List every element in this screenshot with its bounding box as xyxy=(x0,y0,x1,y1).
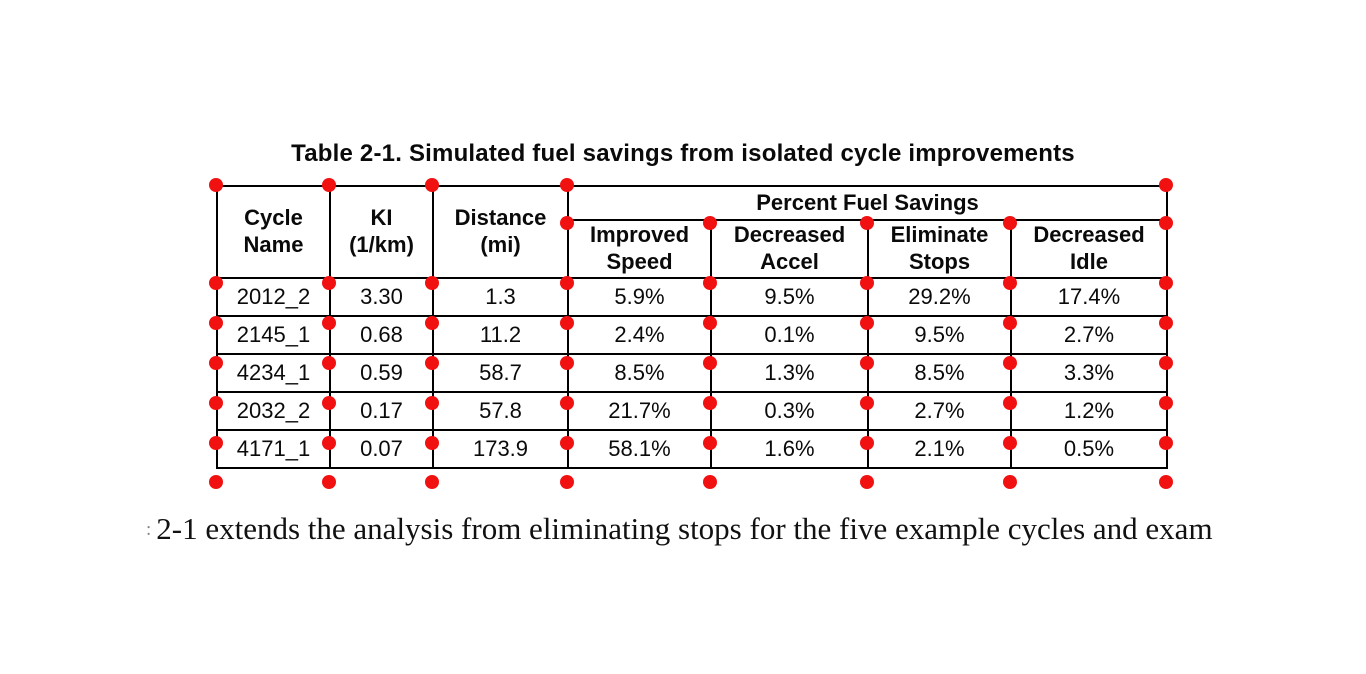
col-header-decreased-idle: Decreased Idle xyxy=(1010,219,1168,279)
cell-improved-speed: 2.4% xyxy=(567,315,712,355)
cell-decreased-idle: 0.5% xyxy=(1010,429,1168,469)
cell-distance: 173.9 xyxy=(432,429,569,469)
cell-cycle-name: 4171_1 xyxy=(216,429,331,469)
table-row: 4234_1 0.59 58.7 8.5% 1.3% 8.5% 3.3% xyxy=(216,353,1168,393)
cell-eliminate-stops: 2.1% xyxy=(867,429,1012,469)
cell-ki: 0.07 xyxy=(329,429,434,469)
cell-cycle-name: 2012_2 xyxy=(216,277,331,317)
cell-eliminate-stops: 8.5% xyxy=(867,353,1012,393)
table-row: 4171_1 0.07 173.9 58.1% 1.6% 2.1% 0.5% xyxy=(216,429,1168,469)
header-row-group: Cycle Name KI (1/km) Distance (mi) Perce… xyxy=(216,185,1168,279)
cell-improved-speed: 58.1% xyxy=(567,429,712,469)
cell-decreased-accel: 0.3% xyxy=(710,391,869,431)
cell-improved-speed: 8.5% xyxy=(567,353,712,393)
cell-decreased-accel: 1.6% xyxy=(710,429,869,469)
cell-eliminate-stops: 9.5% xyxy=(867,315,1012,355)
grid-corner-dot xyxy=(425,475,439,489)
cell-eliminate-stops: 29.2% xyxy=(867,277,1012,317)
col-header-decreased-accel: Decreased Accel xyxy=(710,219,869,279)
cell-distance: 11.2 xyxy=(432,315,569,355)
cell-ki: 0.68 xyxy=(329,315,434,355)
cell-distance: 58.7 xyxy=(432,353,569,393)
cell-cycle-name: 2145_1 xyxy=(216,315,331,355)
col-header-distance: Distance (mi) xyxy=(432,185,569,279)
cell-ki: 0.17 xyxy=(329,391,434,431)
col-header-percent-fuel-savings: Percent Fuel Savings xyxy=(567,185,1168,221)
grid-corner-dot xyxy=(209,475,223,489)
cell-decreased-accel: 1.3% xyxy=(710,353,869,393)
cell-cycle-name: 4234_1 xyxy=(216,353,331,393)
cell-decreased-idle: 3.3% xyxy=(1010,353,1168,393)
cell-decreased-idle: 1.2% xyxy=(1010,391,1168,431)
body-sentence: 2-1 extends the analysis from eliminatin… xyxy=(156,511,1213,546)
grid-corner-dot xyxy=(560,475,574,489)
cell-decreased-accel: 0.1% xyxy=(710,315,869,355)
cell-ki: 3.30 xyxy=(329,277,434,317)
cell-cycle-name: 2032_2 xyxy=(216,391,331,431)
clipped-character-fragment: : xyxy=(146,519,152,540)
col-header-eliminate-stops: Eliminate Stops xyxy=(867,219,1012,279)
header-row-sub: Improved Speed Decreased Accel Eliminate… xyxy=(217,219,1168,279)
cell-improved-speed: 21.7% xyxy=(567,391,712,431)
col-header-improved-speed: Improved Speed xyxy=(567,219,712,279)
grid-corner-dot xyxy=(703,475,717,489)
cell-ki: 0.59 xyxy=(329,353,434,393)
grid-corner-dot xyxy=(1003,475,1017,489)
cell-decreased-accel: 9.5% xyxy=(710,277,869,317)
table-row: 2012_2 3.30 1.3 5.9% 9.5% 29.2% 17.4% xyxy=(216,277,1168,317)
cell-improved-speed: 5.9% xyxy=(567,277,712,317)
cell-eliminate-stops: 2.7% xyxy=(867,391,1012,431)
table-row: 2032_2 0.17 57.8 21.7% 0.3% 2.7% 1.2% xyxy=(216,391,1168,431)
grid-corner-dot xyxy=(860,475,874,489)
table-row: 2145_1 0.68 11.2 2.4% 0.1% 9.5% 2.7% xyxy=(216,315,1168,355)
col-header-cycle-name: Cycle Name xyxy=(216,185,331,279)
fuel-savings-table: Cycle Name KI (1/km) Distance (mi) Perce… xyxy=(216,185,1168,469)
cell-distance: 1.3 xyxy=(432,277,569,317)
cell-decreased-idle: 17.4% xyxy=(1010,277,1168,317)
cell-decreased-idle: 2.7% xyxy=(1010,315,1168,355)
col-header-ki: KI (1/km) xyxy=(329,185,434,279)
cell-distance: 57.8 xyxy=(432,391,569,431)
grid-corner-dot xyxy=(1159,475,1173,489)
body-paragraph: :2-1 extends the analysis from eliminati… xyxy=(146,511,1366,547)
grid-corner-dot xyxy=(322,475,336,489)
table-caption: Table 2-1. Simulated fuel savings from i… xyxy=(291,140,1075,167)
